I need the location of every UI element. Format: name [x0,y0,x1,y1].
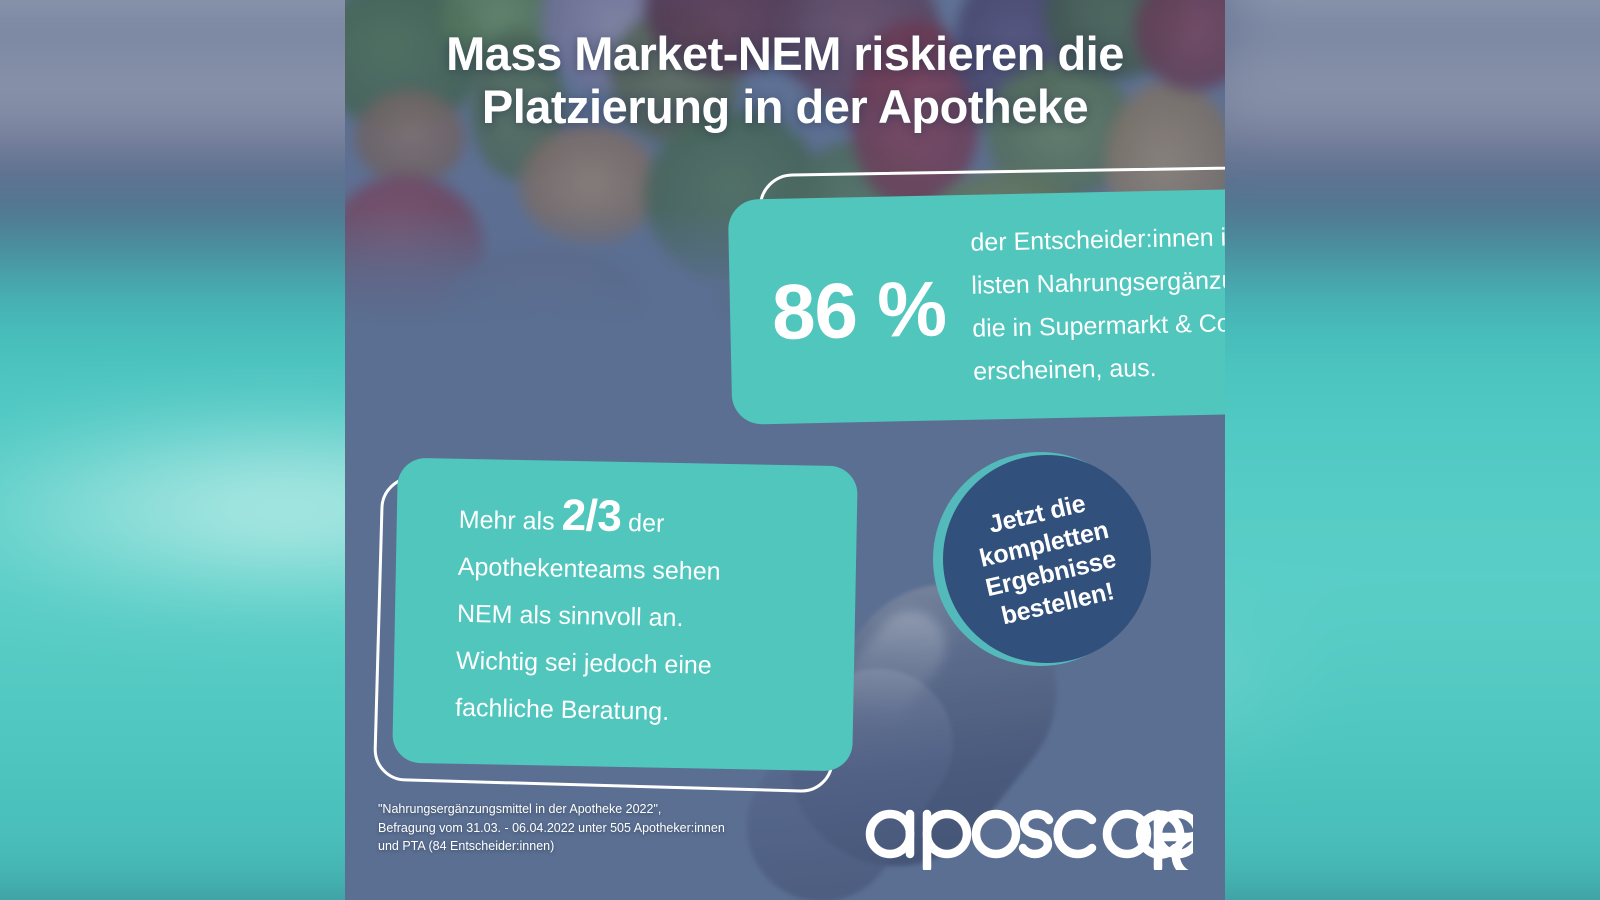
stat-card-86-content: 86 % der Entscheider:innen in Apotheken … [728,184,1225,425]
order-results-badge[interactable]: Jetzt die kompletten Ergebnisse bestelle… [943,455,1151,663]
title-line-1: Mass Market-NEM riskieren die [446,27,1124,80]
page-title: Mass Market-NEM riskieren die Platzierun… [395,27,1175,133]
source-footnote: "Nahrungsergänzungsmittel in der Apothek… [378,800,725,856]
source-line-2: Befragung vom 31.03. - 06.04.2022 unter … [378,820,725,835]
aposcope-logo [863,790,1193,870]
stat-value-fraction: 2/3 [561,490,622,541]
card2-line-1: Mehr als 2/3 der [458,490,722,548]
order-badge-text: Jetzt die kompletten Ergebnisse bestelle… [969,485,1126,634]
stat-value-86: 86 % [771,263,947,356]
stat-card-twothirds-content: Mehr als 2/3 der Apothekenteams sehen NE… [392,458,858,772]
card2-after-fraction: der [627,508,665,538]
card2-line-2: Apothekenteams sehen [457,552,721,586]
card2-lead: Mehr als [458,505,555,536]
card2-line-3: NEM als sinnvoll an. [456,599,684,632]
stat-card-twothirds-text: Mehr als 2/3 der Apothekenteams sehen NE… [454,490,722,736]
stat-card-86-text: der Entscheider:innen in Apotheken liste… [970,211,1225,394]
card1-line-1: der Entscheider:innen in Apotheken [970,220,1225,257]
source-line-3: und PTA (84 Entscheider:innen) [378,839,555,853]
source-line-1: "Nahrungsergänzungsmittel in der Apothek… [378,802,662,816]
poster-panel: Mass Market-NEM riskieren die Platzierun… [345,0,1225,900]
title-line-2: Platzierung in der Apotheke [481,79,1089,133]
card2-line-5: fachliche Beratung. [454,693,670,726]
card2-line-4: Wichtig sei jedoch eine [455,646,713,680]
